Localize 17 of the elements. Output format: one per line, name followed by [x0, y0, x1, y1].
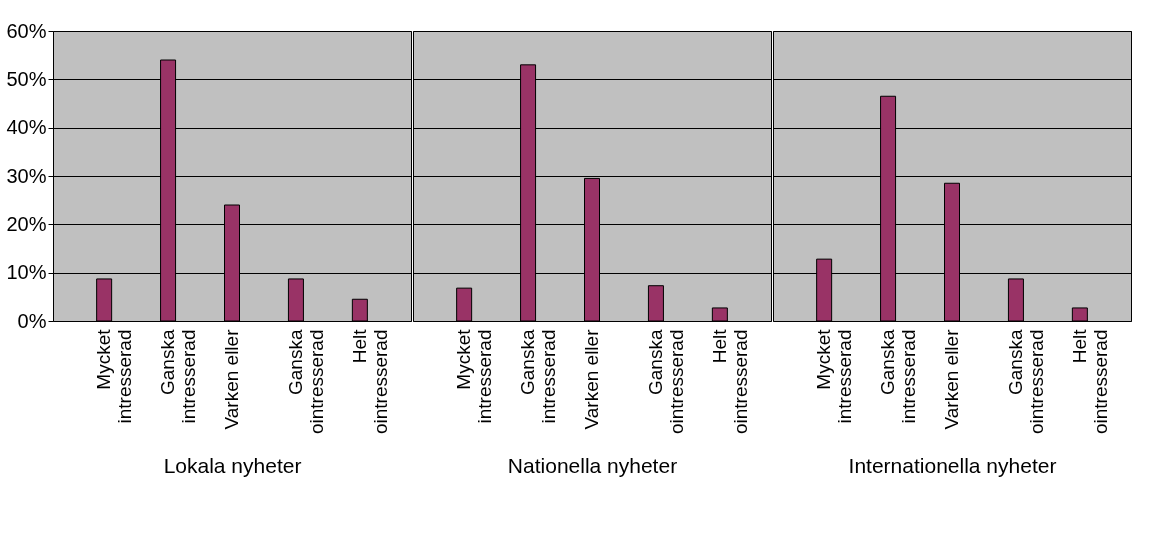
x-tick-label: Varken eller — [221, 328, 242, 430]
y-tick-label: 30% — [6, 164, 47, 187]
y-tick-label: 60% — [6, 19, 47, 42]
x-tick-label: Ganska ointresserad — [284, 329, 327, 435]
x-tick-label: Varken eller — [581, 328, 602, 430]
x-tick-label: Ganska ointresserad — [644, 329, 687, 435]
y-tick-label: 0% — [17, 309, 47, 332]
x-tick-label: Varken eller — [941, 328, 962, 430]
y-tick-label: 50% — [6, 67, 47, 90]
x-tick-label: Ganska ointresserad — [1004, 329, 1047, 435]
y-tick-label: 40% — [6, 116, 47, 139]
x-tick-label: Mycket intresserad — [93, 328, 136, 424]
y-tick-label: 20% — [6, 212, 47, 235]
x-axis-title: Nationella nyheter — [507, 454, 678, 478]
x-axis-title: Internationella nyheter — [848, 454, 1057, 478]
y-tick-label: 10% — [6, 261, 47, 284]
x-axis-title: Lokala nyheter — [163, 454, 302, 478]
